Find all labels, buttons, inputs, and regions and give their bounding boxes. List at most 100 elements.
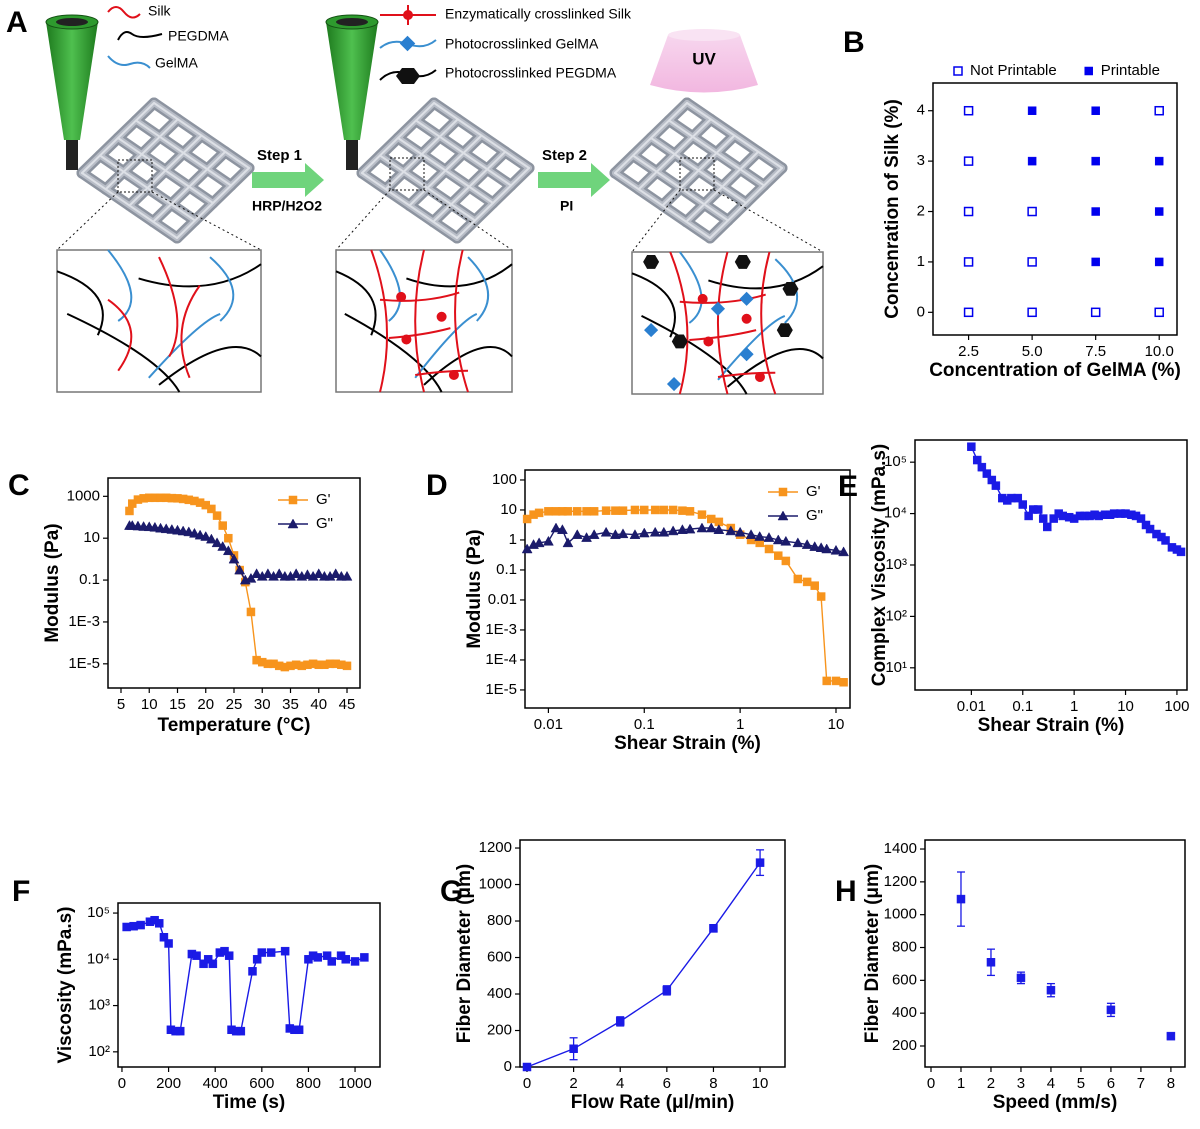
x-axis-label: Shear Strain (%) xyxy=(614,733,761,754)
polymer-chain xyxy=(56,270,104,336)
x-tick-label: 6 xyxy=(1107,1075,1115,1092)
x-tick-label: 6 xyxy=(663,1075,671,1092)
polymer-chain xyxy=(631,272,676,338)
polymer-chain xyxy=(467,256,490,322)
data-point xyxy=(224,951,234,960)
data-point xyxy=(793,574,803,584)
x-axis-label: Time (s) xyxy=(213,1092,286,1113)
data-point xyxy=(360,953,369,962)
data-point xyxy=(302,569,313,579)
x-tick-label: 0.1 xyxy=(1012,698,1033,715)
data-point xyxy=(1046,985,1056,995)
data-point xyxy=(963,156,974,166)
data-point xyxy=(273,568,285,579)
legend-swatch xyxy=(287,518,299,529)
data-point xyxy=(164,939,173,948)
data-point xyxy=(963,307,974,318)
crosslink xyxy=(754,371,765,382)
data-point xyxy=(1136,514,1146,523)
x-tick-label: 2 xyxy=(987,1075,995,1092)
x-tick-label: 5 xyxy=(117,696,125,713)
data-point xyxy=(982,469,992,478)
data-point xyxy=(1091,106,1100,115)
data-point xyxy=(764,544,774,554)
x-tick-label: 800 xyxy=(296,1075,321,1092)
plot-frame xyxy=(117,902,381,1068)
chart: D 0.01 0.1 1 10 100 10 1 0.1 0.01 1E-3 1E-4 1E-5 Shea… xyxy=(426,469,851,754)
y-tick-label: 400 xyxy=(892,1004,917,1021)
polymer-chain xyxy=(423,346,513,386)
data-point xyxy=(629,529,641,539)
y-tick-label: 10³ xyxy=(885,556,907,573)
data-point xyxy=(967,442,976,451)
data-point xyxy=(217,541,229,551)
crosslink xyxy=(671,334,688,349)
polymer-chain xyxy=(414,312,478,379)
data-line xyxy=(128,497,348,668)
data-point xyxy=(313,953,323,962)
y-tick-label: 10⁴ xyxy=(884,505,907,522)
legend-swatch xyxy=(107,6,141,19)
x-tick-label: 200 xyxy=(156,1075,181,1092)
data-point xyxy=(838,546,850,557)
data-point xyxy=(1106,1005,1116,1015)
y-tick-label: 800 xyxy=(892,938,917,955)
data-point xyxy=(830,544,842,555)
zoom-region xyxy=(389,157,425,191)
polymer-chain xyxy=(726,348,824,388)
lattice-strand xyxy=(685,150,760,223)
lattice-strand xyxy=(176,167,250,239)
data-point xyxy=(224,533,233,543)
data-point xyxy=(234,564,246,575)
data-point xyxy=(678,506,687,515)
chart: B 2.5 5.0 7.5 10.0 0 1 2 3 4 Concentration of GelM… xyxy=(843,26,1181,381)
nozzle-tip xyxy=(346,140,358,170)
data-line xyxy=(526,862,761,1068)
panel-letter: F xyxy=(12,875,30,908)
data-point xyxy=(330,568,342,579)
data-point xyxy=(1176,547,1186,557)
legend-label: Enzymatically crosslinked Silk xyxy=(445,6,632,22)
y-tick-label: 100 xyxy=(492,471,517,488)
data-point xyxy=(341,955,350,964)
y-tick-label: 2 xyxy=(917,202,925,219)
crosslink xyxy=(776,323,793,337)
polymer-chain xyxy=(708,265,824,290)
data-point xyxy=(208,959,218,969)
data-point xyxy=(963,105,974,116)
data-point xyxy=(251,568,263,579)
lattice-strand xyxy=(668,119,765,187)
x-tick-label: 10 xyxy=(141,696,158,713)
data-point xyxy=(956,894,966,904)
crosslink xyxy=(697,293,708,304)
data-point xyxy=(609,529,621,539)
x-axis-label: Shear Strain (%) xyxy=(978,715,1125,736)
chart: G 0 2 4 6 8 10 0 200 400 600 800 1000 1200 Flow Rate (… xyxy=(440,839,786,1113)
crosslink xyxy=(739,291,754,306)
legend-swatch xyxy=(403,10,413,20)
crosslink xyxy=(448,369,459,380)
schematic: A Silk PEGDMA GelMA Enzymatically crossl… xyxy=(6,3,824,395)
data-point xyxy=(1027,156,1037,166)
zoom-line xyxy=(151,191,262,251)
zoom-line xyxy=(335,189,391,251)
data-point xyxy=(662,986,672,995)
plot-frame xyxy=(519,839,786,1068)
data-point xyxy=(781,556,791,566)
data-point xyxy=(816,592,826,601)
polymer-chain xyxy=(66,312,181,393)
data-point xyxy=(290,568,302,579)
x-tick-label: 4 xyxy=(616,1075,624,1092)
x-tick-label: 10 xyxy=(828,716,845,733)
data-point xyxy=(220,946,229,956)
data-point xyxy=(1027,106,1037,115)
y-tick-label: 1000 xyxy=(884,906,917,923)
crosslink xyxy=(741,313,752,324)
data-point xyxy=(322,951,332,960)
lattice-strand xyxy=(686,102,783,169)
data-point xyxy=(705,522,717,533)
lattice-strand xyxy=(153,102,250,169)
data-point xyxy=(831,676,841,686)
x-tick-label: 0.01 xyxy=(957,698,986,715)
x-axis-label: Concentration of GelMA (%) xyxy=(929,360,1181,381)
